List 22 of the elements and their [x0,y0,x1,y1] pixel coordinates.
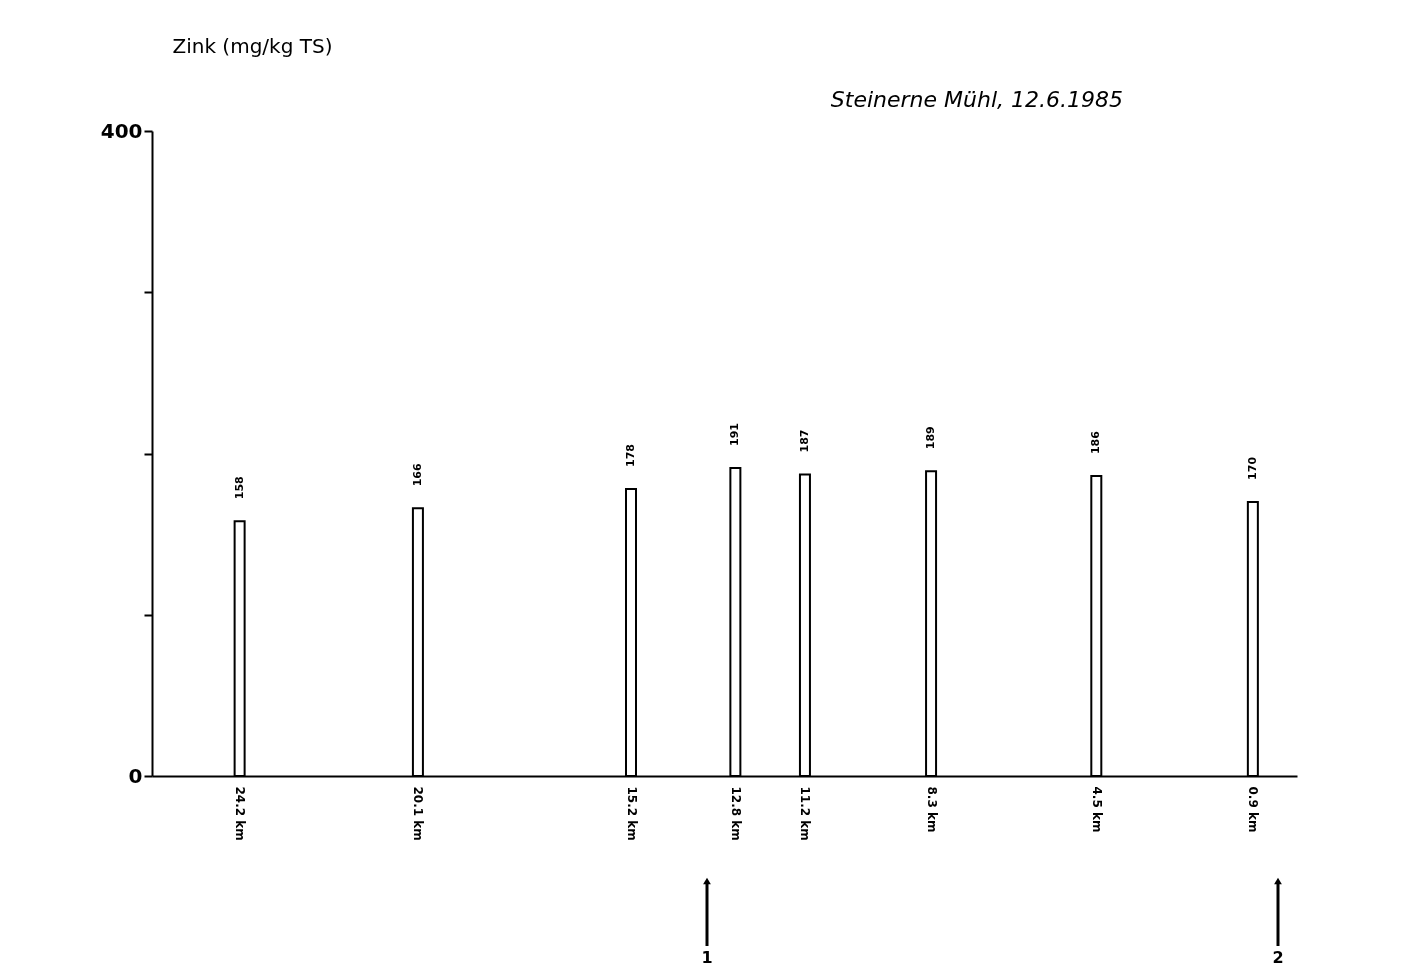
data-label: 191 [728,423,742,447]
x-tick-label: 8.3 km [924,786,939,833]
data-label: 189 [924,426,938,450]
y-tick-label: 0 [128,763,143,788]
x-tick-label: 20.1 km [411,786,426,841]
data-label: 187 [797,429,811,453]
x-tick-label: 0.9 km [1246,786,1261,833]
x-tick-label: 15.2 km [624,786,639,841]
y-tick-label: 400 [100,118,143,143]
x-tick-label: 4.5 km [1089,786,1104,833]
data-label: 170 [1245,456,1259,480]
text: 1 [701,948,713,967]
x-tick-label: 24.2 km [233,786,248,841]
chart-title: Steinerne Mühl, 12.6.1985 [830,87,1123,112]
x-tick-label: 11.2 km [798,786,813,841]
data-label: 178 [624,444,637,467]
data-label: 158 [232,476,246,500]
x-tick-label: 12.8 km [728,786,743,841]
y-axis-title: Zink (mg/kg TS) [172,33,333,58]
text: 2 [1272,948,1284,967]
data-label: 186 [1089,430,1103,455]
data-label: 166 [410,463,424,487]
